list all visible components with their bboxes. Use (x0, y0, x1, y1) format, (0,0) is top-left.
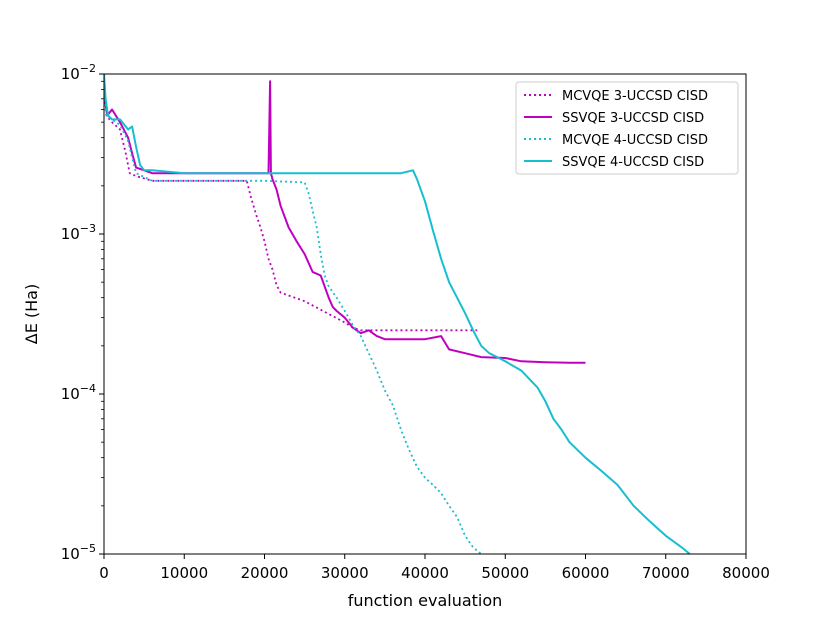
x-tick-label: 80000 (722, 564, 770, 582)
series-line-ssvqe-3-uccsd-cisd (104, 80, 586, 364)
y-axis: 10−5 10−4 10−3 10−2 (61, 62, 104, 563)
legend-box (515, 81, 739, 175)
y-tick-label: 10−3 (61, 222, 96, 243)
y-tick-label: 10−4 (61, 382, 96, 403)
legend-label: MCVQE 4-UCCSD CISD (562, 133, 708, 148)
legend-label: MCVQE 3-UCCSD CISD (562, 89, 708, 104)
x-tick-label: 10000 (160, 564, 208, 582)
y-tick-label: 10−2 (61, 62, 96, 83)
x-axis: 0 10000 20000 30000 40000 50000 60000 70000 8000… (99, 554, 770, 582)
x-tick-label: 50000 (481, 564, 529, 582)
series-line-mcvqe-3-uccsd-cisd (104, 93, 478, 332)
series-line-mcvqe-4-uccsd-cisd (104, 93, 482, 554)
series-layer (104, 74, 691, 554)
y-tick-label: 10−5 (61, 542, 96, 563)
x-tick-label: 60000 (562, 564, 610, 582)
x-tick-label: 30000 (321, 564, 369, 582)
x-tick-label: 40000 (401, 564, 449, 582)
x-axis-label: function evaluation (348, 591, 503, 610)
legend-label: SSVQE 4-UCCSD CISD (562, 155, 704, 170)
y-axis-label: ΔE (Ha) (22, 284, 41, 344)
legend: MCVQE 3-UCCSD CISD SSVQE 3-UCCSD CISD MCVQ… (515, 81, 739, 175)
x-tick-label: 20000 (241, 564, 289, 582)
x-tick-label: 0 (99, 564, 109, 582)
series-line-ssvqe-4-uccsd-cisd (104, 74, 691, 554)
legend-label: SSVQE 3-UCCSD CISD (562, 111, 704, 126)
x-tick-label: 70000 (642, 564, 690, 582)
